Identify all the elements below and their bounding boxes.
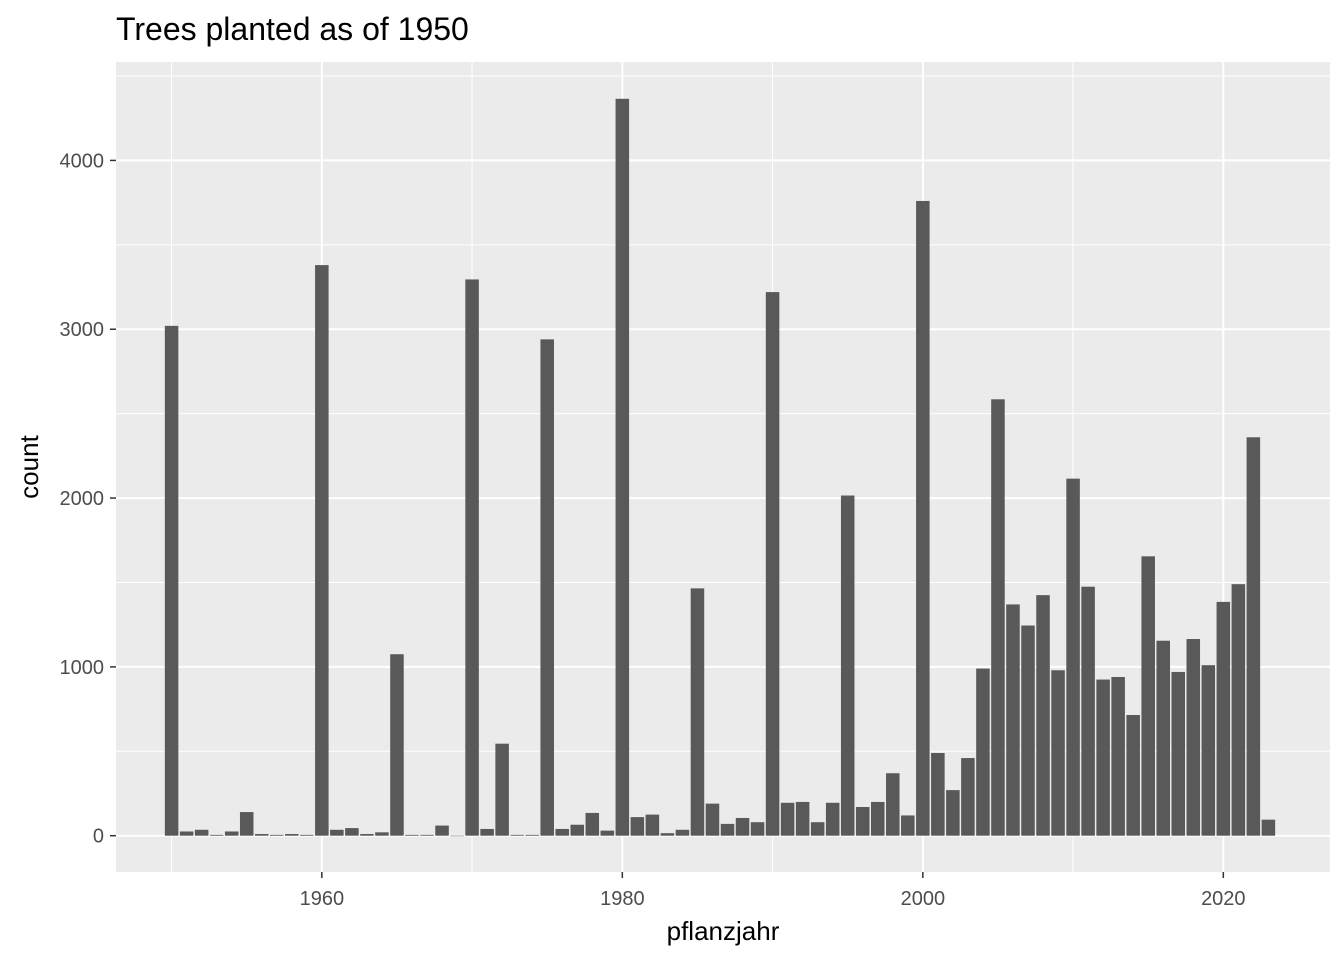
bar xyxy=(495,743,509,836)
bar xyxy=(209,834,224,836)
bar xyxy=(1036,595,1050,836)
x-axis: 1960 1980 2000 2020 xyxy=(300,872,1246,910)
bar xyxy=(645,814,660,836)
bar xyxy=(886,773,900,836)
bar xyxy=(780,802,795,836)
bar xyxy=(1201,665,1216,836)
bar xyxy=(1006,604,1020,836)
bar xyxy=(450,835,464,837)
y-tick-label: 2000 xyxy=(60,488,105,510)
bar xyxy=(1141,556,1155,836)
bar xyxy=(1081,586,1095,836)
bar xyxy=(1126,714,1140,836)
bar xyxy=(976,668,990,836)
y-axis-label: count xyxy=(14,434,44,498)
bar xyxy=(405,834,419,836)
bar xyxy=(1111,677,1125,836)
bar xyxy=(675,829,690,836)
bar xyxy=(465,279,479,836)
bar xyxy=(285,834,299,836)
bar xyxy=(164,325,179,836)
bar xyxy=(254,834,269,836)
y-tick-label: 4000 xyxy=(60,150,105,172)
bar xyxy=(705,803,720,836)
y-tick-label: 0 xyxy=(93,826,104,848)
y-tick-label: 1000 xyxy=(60,657,105,679)
bar xyxy=(360,834,374,836)
bar xyxy=(390,654,404,836)
bar xyxy=(194,829,209,836)
bar xyxy=(720,823,735,836)
bar xyxy=(1051,670,1065,836)
bar xyxy=(810,822,825,836)
bar xyxy=(435,825,449,836)
bar xyxy=(750,822,765,836)
bar xyxy=(300,834,314,836)
bar xyxy=(795,801,810,836)
bar xyxy=(1231,584,1246,836)
bar xyxy=(585,812,600,836)
bar xyxy=(855,807,870,836)
bar xyxy=(1096,679,1110,836)
bar xyxy=(840,495,855,836)
x-tick-label: 2020 xyxy=(1201,888,1246,910)
bar xyxy=(870,801,885,836)
bars xyxy=(164,98,1276,837)
bar xyxy=(1171,671,1186,836)
bar xyxy=(901,815,915,836)
y-tick-label: 3000 xyxy=(60,319,105,341)
bar xyxy=(825,802,840,836)
bar xyxy=(991,399,1005,836)
bar xyxy=(345,828,359,836)
bar xyxy=(480,828,494,836)
bar xyxy=(735,817,750,836)
bar xyxy=(600,830,615,836)
bar xyxy=(239,812,254,836)
x-tick-label: 1980 xyxy=(600,888,645,910)
bar xyxy=(270,834,284,836)
bar xyxy=(1156,640,1170,836)
x-tick-label: 2000 xyxy=(901,888,946,910)
bar xyxy=(1186,639,1201,836)
bar xyxy=(946,790,960,836)
bar xyxy=(570,824,585,836)
bar xyxy=(330,829,344,836)
bar xyxy=(660,833,675,836)
bar xyxy=(555,828,569,836)
bar xyxy=(525,834,539,836)
bar xyxy=(931,752,945,836)
bar xyxy=(765,292,780,836)
bar xyxy=(540,339,554,836)
chart-title: Trees planted as of 1950 xyxy=(116,11,469,47)
bar xyxy=(375,832,389,836)
bar xyxy=(510,834,524,836)
bar xyxy=(630,817,645,836)
bar xyxy=(1216,601,1231,836)
bar xyxy=(179,831,194,836)
bar xyxy=(1021,625,1035,836)
bar xyxy=(690,588,705,836)
y-axis: 0 1000 2000 3000 4000 xyxy=(60,150,116,848)
x-axis-label: pflanzjahr xyxy=(667,916,780,946)
bar xyxy=(916,200,930,836)
bar xyxy=(1246,437,1261,836)
bar xyxy=(420,834,434,836)
x-tick-label: 1960 xyxy=(300,888,345,910)
bar xyxy=(315,265,329,836)
bar xyxy=(1066,478,1080,836)
bar xyxy=(224,831,239,836)
bar xyxy=(615,98,630,836)
bar xyxy=(961,758,975,836)
bar xyxy=(1261,819,1276,836)
